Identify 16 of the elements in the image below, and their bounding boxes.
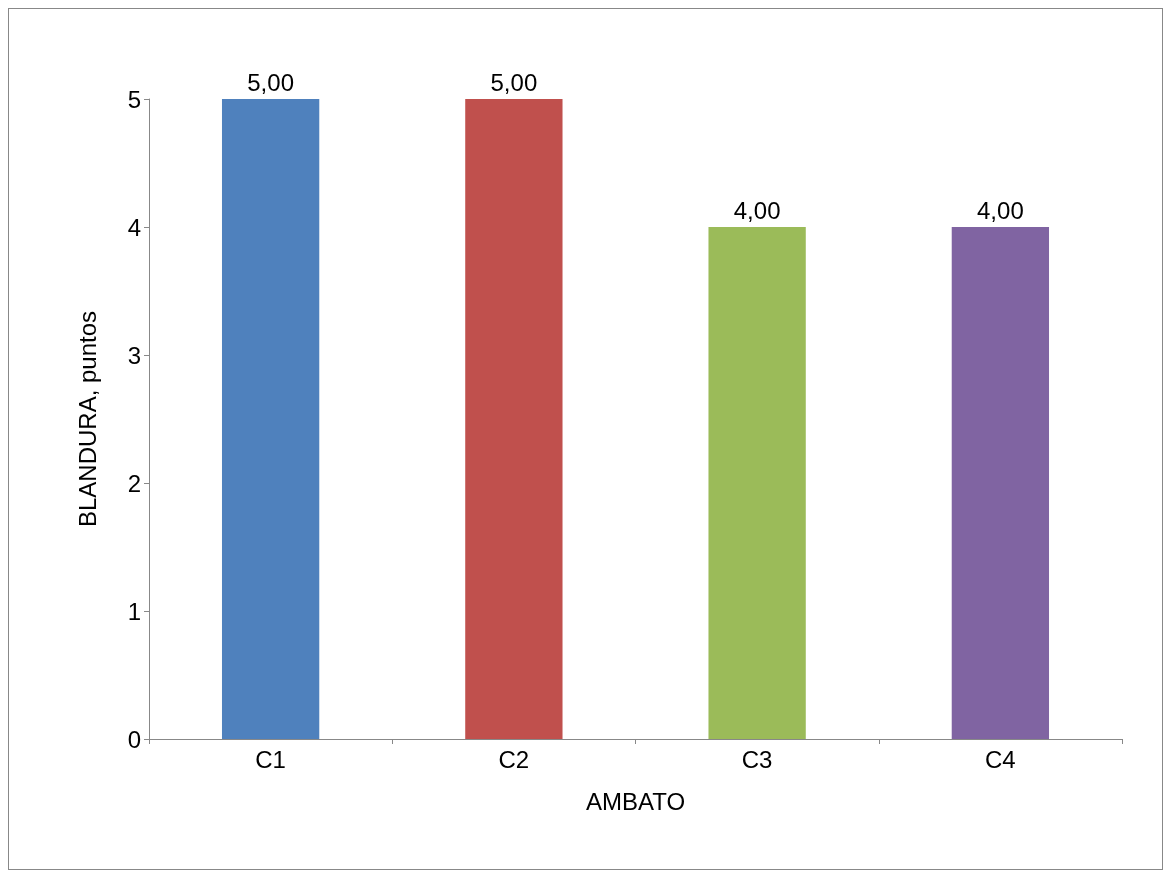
- x-axis-title: AMBATO: [585, 787, 686, 815]
- y-tick-label: 5: [127, 85, 141, 113]
- y-axis-title: BLANDURA, puntos: [73, 310, 101, 528]
- x-tick-label: C3: [741, 745, 773, 773]
- data-label: 4,00: [977, 196, 1024, 224]
- y-tick-label: 4: [127, 213, 141, 241]
- x-tick-label: C4: [985, 745, 1016, 773]
- data-label: 5,00: [247, 68, 294, 96]
- data-label: 4,00: [733, 196, 781, 224]
- data-label: 5,00: [490, 68, 538, 96]
- y-tick-label: 0: [127, 725, 141, 753]
- x-tick-label: C2: [498, 745, 530, 773]
- y-tick-label: 3: [127, 341, 141, 369]
- y-tick-label: 2: [127, 469, 141, 497]
- y-tick-label: 1: [127, 597, 141, 625]
- x-tick-label: C1: [255, 745, 286, 773]
